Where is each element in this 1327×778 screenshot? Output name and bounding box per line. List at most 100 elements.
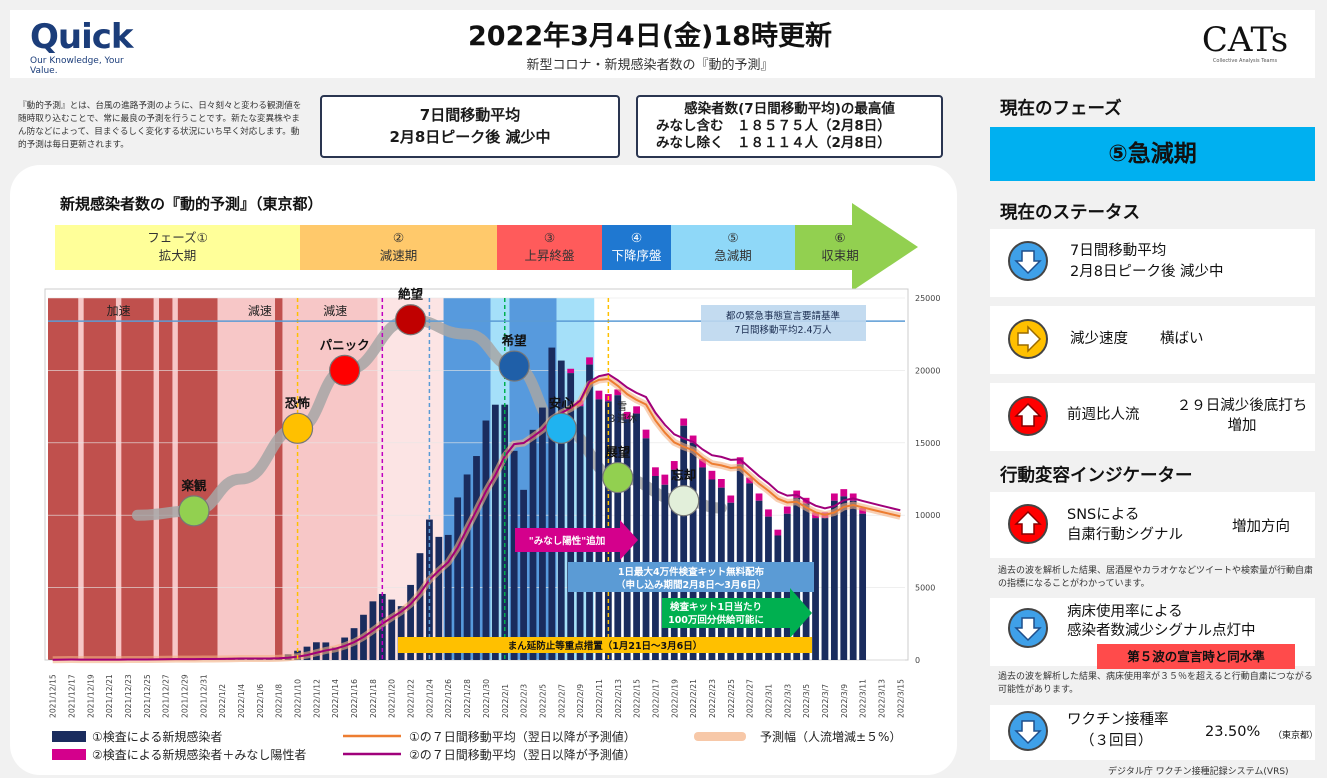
x-tick-label: 2022/2/7 (557, 684, 566, 718)
bar-minashi (642, 429, 650, 439)
bar-cases (840, 496, 848, 660)
x-tick-label: 2021/12/15 (49, 674, 58, 718)
trend-line2: 2月8日ピーク後 減少中 (389, 128, 551, 146)
bar-minashi (586, 357, 593, 365)
bar-cases (491, 404, 499, 660)
bar-cases (614, 395, 622, 660)
x-tick-label: 2022/1/14 (331, 679, 340, 718)
cats-logo-tagline: Collective Analysis Teams (1212, 58, 1278, 64)
phase-name: 上昇終盤 (524, 248, 575, 263)
y-tick-labels: 0 5000 10000 15000 20000 25000 (915, 294, 940, 665)
hospital-line2: 感染者数減少シグナル点灯中 (1067, 623, 1256, 639)
x-tick-label: 2022/1/10 (294, 679, 303, 718)
bar-cases (859, 513, 867, 660)
quick-logo: Quick Our Knowledge, Your Value. (30, 20, 150, 76)
zone-accel (48, 298, 218, 660)
zone-stripe (153, 298, 160, 660)
event-vertical-lines (296, 298, 610, 660)
bar-cases (454, 497, 462, 660)
bar-cases (557, 360, 565, 660)
bar-cases (774, 535, 782, 660)
header-subtitle: 新型コロナ・新規感染者数の『動的予測』 (526, 58, 774, 73)
phase-segment (671, 225, 795, 270)
x-tick-labels: 2021/12/15 2021/12/17 2021/12/19 2021/12/21… (49, 674, 906, 718)
minashi-label: "みなし陽性"追加 (529, 535, 605, 547)
bar-minashi (840, 489, 848, 497)
mood-label: 希望 (501, 333, 528, 348)
x-tick-label: 2022/2/13 (614, 679, 623, 718)
bar-minashi (670, 461, 678, 470)
x-tick-label: 2022/1/16 (350, 679, 359, 718)
ma-total-line (52, 373, 901, 661)
bar-minashi (746, 477, 754, 484)
x-tick-label: 2022/2/5 (538, 684, 547, 718)
mood-marker (545, 412, 577, 444)
phase-number: フェーズ① (147, 230, 208, 245)
bar-minashi (830, 493, 838, 501)
phase-name: 減速期 (380, 248, 418, 263)
header-bar (10, 10, 1315, 78)
vaccine-value: 23.50% (1205, 724, 1261, 740)
x-tick-label: 2022/3/3 (783, 684, 792, 718)
mood-marker (329, 354, 361, 386)
bar-cases (473, 456, 480, 660)
phase-number: ⑤ (727, 230, 738, 245)
x-tick-label: 2022/2/25 (727, 679, 736, 718)
x-tick-label: 2022/2/15 (633, 679, 642, 718)
legend-swatch (52, 749, 86, 760)
bar-cases (689, 442, 697, 660)
vaccine-region: （東京都） (1273, 731, 1319, 741)
bar-cases (435, 536, 443, 660)
threshold-label-1: 都の緊急事態宣言要請基準 (726, 310, 841, 322)
phase-arrow (795, 203, 918, 291)
vaccine-card: ワクチン接種率 （３回目） 23.50% （東京都） (990, 705, 1319, 760)
bar-minashi (849, 493, 857, 501)
mood-label: 忘却 (671, 468, 696, 483)
status-mobility-label: 前週比人流 (1067, 407, 1140, 423)
trend-box: 7日間移動平均 2月8日ピーク後 減少中 (320, 95, 620, 158)
bar-minashi (765, 509, 772, 517)
kit-supply-2: 100万回分供給可能に (668, 614, 764, 626)
mood-marker (498, 350, 530, 382)
legend-label: ②検査による新規感染者＋みなし陽性者 (92, 747, 306, 762)
x-tick-label: 2022/3/9 (840, 684, 849, 718)
manbo-label: まん延防止等重点措置（1月21日～3月6日） (508, 640, 703, 652)
phase-name: 下降序盤 (611, 248, 662, 263)
x-tick-label: 2022/1/24 (425, 679, 434, 718)
bar-cases (849, 500, 857, 660)
arrow-down-icon (1008, 241, 1048, 281)
bar-minashi (755, 493, 763, 501)
bar-minashi (708, 470, 716, 480)
x-tick-label: 2022/2/23 (708, 679, 717, 718)
mood-label: パニック (320, 337, 370, 352)
x-tick-label: 2021/12/31 (199, 674, 208, 718)
manbo-bar (398, 637, 812, 653)
kit-box (568, 562, 814, 592)
sns-value: 増加方向 (1232, 519, 1290, 535)
x-tick-label: 2022/3/11 (859, 679, 868, 718)
bar-cases (388, 599, 396, 660)
status-trend-line2: 2月8日ピーク後 減少中 (1070, 264, 1224, 280)
moving-average-lines (52, 373, 902, 664)
bar-minashi (567, 368, 575, 374)
quick-logo-tagline: Our Knowledge, Your Value. (30, 56, 124, 76)
sns-signal-card: SNSによる 自粛行動シグナル 増加方向 (990, 492, 1315, 558)
zone-label: 加速 (107, 304, 131, 318)
phase-name: 収束期 (821, 248, 859, 263)
x-tick-label: 2022/2/21 (689, 679, 698, 718)
zone-stripe (275, 298, 283, 660)
legend-label: ②の７日間移動平均（翌日以降が予測値） (409, 747, 636, 762)
mood-label: 楽観 (180, 478, 207, 493)
bar-cases (463, 474, 471, 660)
legend-swatch (52, 731, 86, 742)
vaccine-line1: ワクチン接種率 (1067, 712, 1169, 728)
mood-label: 恐怖 (285, 395, 311, 410)
arrow-right-icon (1008, 319, 1048, 359)
x-tick-label: 2021/12/21 (105, 674, 114, 718)
bar-cases (680, 425, 688, 660)
minashi-arrow (515, 520, 638, 560)
x-tick-label: 2022/1/6 (256, 684, 265, 718)
bar-cases (548, 347, 556, 660)
